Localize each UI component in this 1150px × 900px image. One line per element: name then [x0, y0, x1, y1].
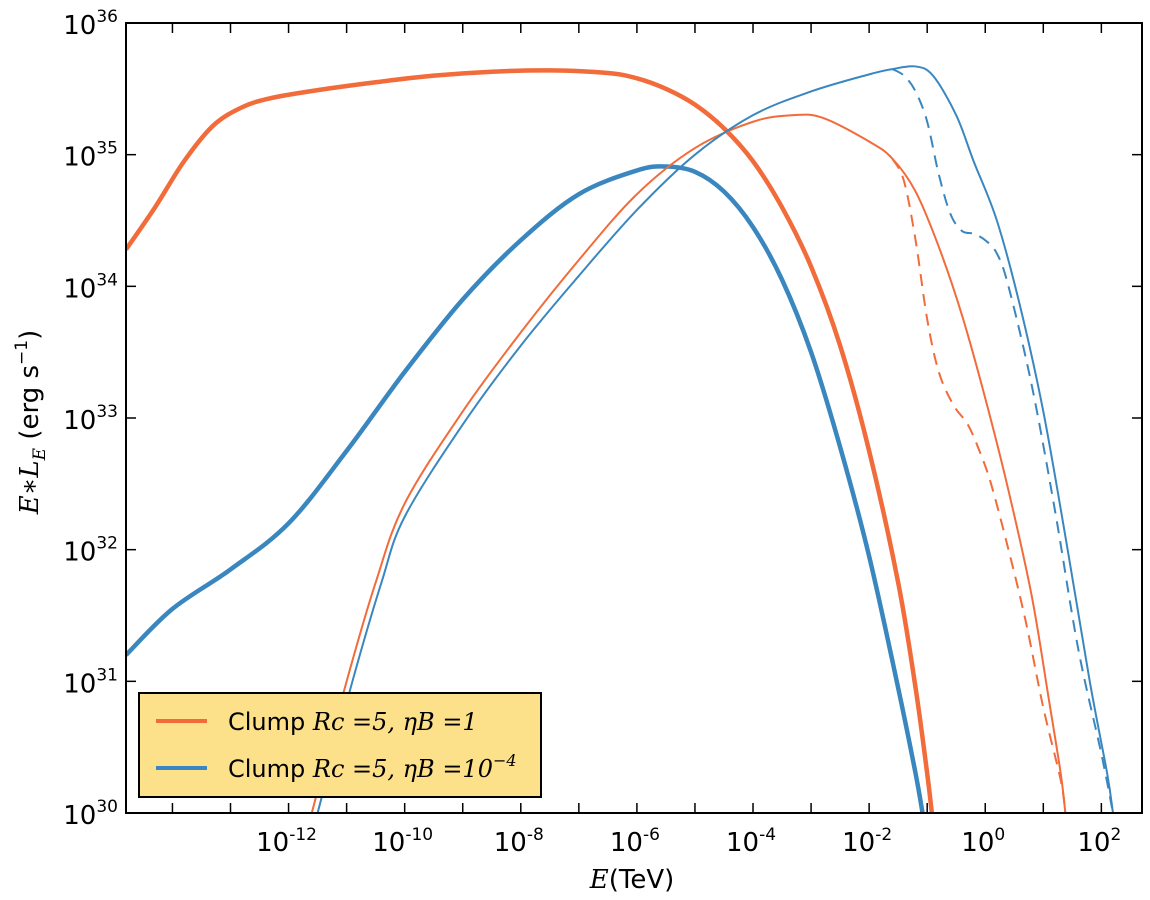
y-tick-label: 1033: [63, 402, 118, 436]
x-tick-label-base: 10: [610, 828, 643, 858]
x-tick-label: 10-10: [372, 825, 433, 858]
y-tick-label-exp: 33: [96, 402, 118, 422]
x-tick-label-exp: -2: [875, 825, 892, 845]
series-line-orange-dashed: [891, 158, 1067, 813]
x-tick-label-exp: -12: [289, 825, 317, 845]
x-tick-label-exp: 2: [1110, 825, 1121, 845]
legend-box: [138, 692, 542, 798]
y-tick-label-base: 10: [63, 538, 96, 568]
plot-area: [126, 65, 1114, 813]
y-tick-label-base: 10: [63, 406, 96, 436]
legend: Clump Rc =5, ηB =1 Clump Rc =5, ηB =10−4: [138, 692, 542, 798]
plot-series-group: [126, 65, 1114, 813]
tick-label-group: 10-12 10-10 10-8 10-6 10-4 10-2 100 10210301031…: [63, 7, 1121, 858]
x-tick-label-exp: -10: [405, 825, 433, 845]
y-tick-label-exp: 30: [96, 797, 118, 817]
x-tick-label-base: 10: [494, 828, 527, 858]
series-line-blue-thin: [316, 65, 1114, 813]
x-tick-label-exp: 0: [994, 825, 1005, 845]
y-tick-label-base: 10: [63, 143, 96, 173]
x-tick-label-base: 10: [726, 828, 759, 858]
legend-label-1-math: Rc =5, ηB =10: [312, 755, 493, 783]
x-tick-label: 10-6: [610, 825, 660, 858]
y-tick-label: 1034: [63, 270, 118, 304]
y-tick-label: 1031: [63, 665, 118, 699]
legend-label-0-math: Rc =5, ηB =1: [312, 708, 478, 736]
y-axis-label-unit: (erg s: [15, 365, 45, 448]
x-tick-label-exp: -4: [759, 825, 776, 845]
x-tick-label-base: 10: [961, 828, 994, 858]
y-tick-label: 1032: [63, 534, 118, 568]
y-tick-label-exp: 35: [96, 139, 118, 159]
series-line-orange-thin: [310, 113, 1067, 813]
x-tick-label: 100: [961, 825, 1005, 858]
y-tick-label-exp: 36: [96, 7, 118, 27]
y-axis-label-close: ): [15, 330, 45, 340]
legend-label-0-prefix: Clump: [228, 708, 313, 736]
x-tick-label-base: 10: [372, 828, 405, 858]
x-tick-label-base: 10: [842, 828, 875, 858]
y-axis-label: E∗LE (erg s−1): [12, 330, 50, 516]
x-tick-label: 10-12: [256, 825, 317, 858]
y-tick-label-base: 10: [63, 801, 96, 831]
y-tick-label: 1030: [63, 797, 118, 831]
y-tick-label-base: 10: [63, 274, 96, 304]
x-tick-label-base: 10: [1077, 828, 1110, 858]
y-axis-label-exp: −1: [12, 340, 32, 365]
x-tick-label: 102: [1077, 825, 1121, 858]
series-line-blue-thick: [126, 164, 925, 813]
y-tick-label-exp: 32: [96, 534, 118, 554]
y-tick-label-base: 10: [63, 669, 96, 699]
legend-label-1-exp: −4: [493, 751, 517, 770]
series-line-blue-dashed: [891, 68, 1114, 813]
legend-label-0: Clump Rc =5, ηB =1: [228, 708, 478, 736]
legend-label-1: Clump Rc =5, ηB =10−4: [228, 751, 517, 783]
x-axis-label-unit: (TeV): [609, 865, 675, 895]
y-tick-label: 1036: [63, 7, 118, 41]
y-tick-label-base: 10: [63, 11, 96, 41]
x-tick-label: 10-8: [494, 825, 544, 858]
y-tick-label-exp: 34: [96, 270, 118, 290]
x-axis-label-var: E: [589, 865, 609, 895]
y-axis-label-sub: E: [30, 447, 50, 461]
x-tick-label: 10-2: [842, 825, 892, 858]
y-axis-label-var: E∗L: [15, 460, 45, 515]
x-axis-label: E(TeV): [589, 865, 675, 895]
x-tick-label-exp: -8: [527, 825, 544, 845]
tick-group: [126, 22, 1142, 814]
series-line-orange-thick: [126, 68, 935, 813]
x-tick-label: 10-4: [726, 825, 776, 858]
x-tick-label-base: 10: [256, 828, 289, 858]
legend-label-1-prefix: Clump: [228, 755, 313, 783]
x-tick-label-exp: -6: [643, 825, 660, 845]
y-tick-label-exp: 31: [96, 665, 118, 685]
y-tick-label: 1035: [63, 139, 118, 173]
